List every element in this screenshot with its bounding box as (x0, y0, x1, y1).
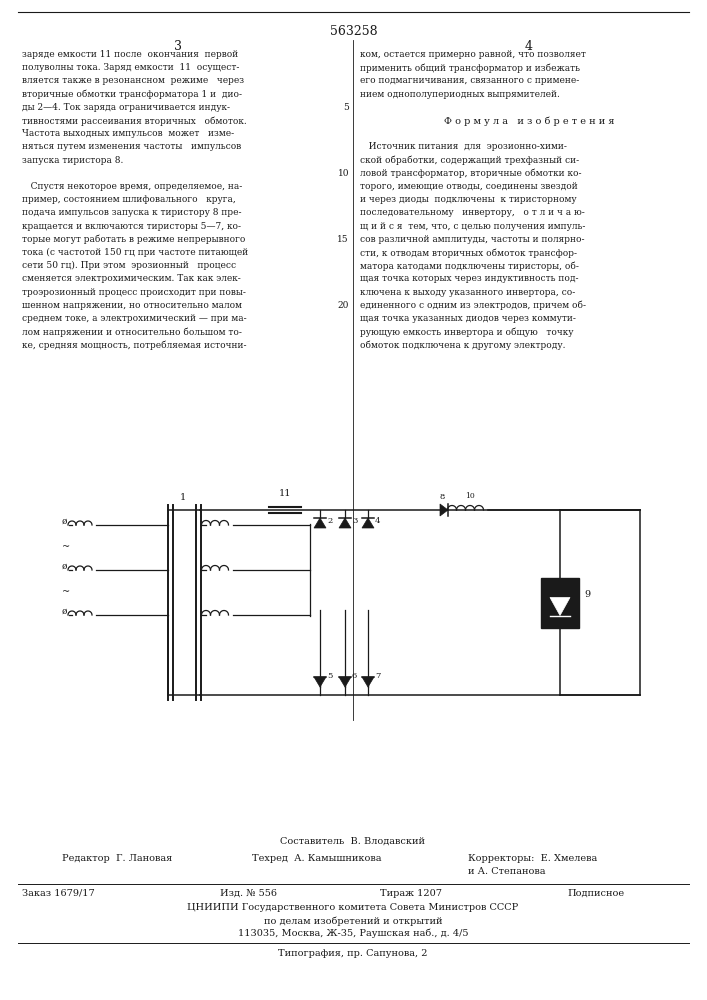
Text: Редактор  Г. Лановая: Редактор Г. Лановая (62, 854, 173, 863)
Text: ловой трансформатор, вторичные обмотки ко-: ловой трансформатор, вторичные обмотки к… (360, 169, 581, 178)
Text: ключена к выходу указанного инвертора, со-: ключена к выходу указанного инвертора, с… (360, 288, 575, 297)
Text: ской обработки, содержащий трехфазный си-: ской обработки, содержащий трехфазный си… (360, 156, 579, 165)
Text: Составитель  В. Влодавский: Составитель В. Влодавский (281, 837, 426, 846)
Text: Подписное: Подписное (567, 889, 624, 898)
Polygon shape (440, 504, 448, 516)
Text: Заказ 1679/17: Заказ 1679/17 (22, 889, 95, 898)
Text: 5: 5 (343, 103, 349, 112)
Text: 10: 10 (337, 169, 349, 178)
Text: 15: 15 (337, 235, 349, 244)
Text: полуволны тока. Заряд емкости  11  осущест-: полуволны тока. Заряд емкости 11 осущест… (22, 63, 240, 72)
Text: 2: 2 (327, 517, 332, 525)
Text: Тираж 1207: Тираж 1207 (380, 889, 442, 898)
Text: ø: ø (62, 606, 67, 615)
Text: 4: 4 (525, 40, 533, 53)
Text: Техред  А. Камышникова: Техред А. Камышникова (252, 854, 382, 863)
Text: 3: 3 (174, 40, 182, 53)
Text: сменяется электрохимическим. Так как элек-: сменяется электрохимическим. Так как эле… (22, 274, 241, 283)
Text: 4: 4 (375, 517, 380, 525)
Text: Корректоры:  Е. Хмелева: Корректоры: Е. Хмелева (468, 854, 597, 863)
Text: матора катодами подключены тиристоры, об-: матора катодами подключены тиристоры, об… (360, 261, 579, 271)
Bar (541, 578, 579, 628)
Text: 5: 5 (327, 672, 332, 680)
Text: кращается и включаются тиристоры 5—7, ко-: кращается и включаются тиристоры 5—7, ко… (22, 222, 241, 231)
Text: ды 2—4. Ток заряда ограничивается индук-: ды 2—4. Ток заряда ограничивается индук- (22, 103, 230, 112)
Text: его подмагничивания, связанного с примене-: его подмагничивания, связанного с примен… (360, 76, 579, 85)
Text: Типография, пр. Сапунова, 2: Типография, пр. Сапунова, 2 (279, 949, 428, 958)
Text: ø: ø (62, 516, 67, 526)
Text: сов различной амплитуды, частоты и полярно-: сов различной амплитуды, частоты и поляр… (360, 235, 585, 244)
Text: торого, имеющие отводы, соединены звездой: торого, имеющие отводы, соединены звездо… (360, 182, 578, 191)
Text: сети 50 гц). При этом  эрозионный   процесс: сети 50 гц). При этом эрозионный процесс (22, 261, 236, 270)
Text: вляется также в резонансном  режиме   через: вляется также в резонансном режиме через (22, 76, 244, 85)
Text: 8: 8 (439, 493, 445, 501)
Text: тока (с частотой 150 гц при частоте питающей: тока (с частотой 150 гц при частоте пита… (22, 248, 248, 257)
Text: сти, к отводам вторичных обмоток трансфор-: сти, к отводам вторичных обмоток трансфо… (360, 248, 577, 257)
Text: Спустя некоторое время, определяемое, на-: Спустя некоторое время, определяемое, на… (22, 182, 243, 191)
Text: вторичные обмотки трансформатора 1 и  дио-: вторичные обмотки трансформатора 1 и дио… (22, 90, 242, 99)
Text: запуска тиристора 8.: запуска тиристора 8. (22, 156, 124, 165)
Text: последовательному   инвертору,   о т л и ч а ю-: последовательному инвертору, о т л и ч а… (360, 208, 585, 217)
Text: 20: 20 (338, 301, 349, 310)
Text: шенном напряжении, но относительно малом: шенном напряжении, но относительно малом (22, 301, 242, 310)
Polygon shape (550, 597, 570, 615)
Text: ке, средняя мощность, потребляемая источни-: ке, средняя мощность, потребляемая источ… (22, 340, 247, 350)
Polygon shape (362, 518, 374, 528)
Text: щая точка указанных диодов через коммути-: щая точка указанных диодов через коммути… (360, 314, 576, 323)
Text: щая точка которых через индуктивность под-: щая точка которых через индуктивность по… (360, 274, 578, 283)
Text: тивностями рассеивания вторичных   обмоток.: тивностями рассеивания вторичных обмоток… (22, 116, 247, 125)
Text: применить общий трансформатор и избежать: применить общий трансформатор и избежать (360, 63, 580, 73)
Polygon shape (314, 518, 326, 528)
Text: няться путем изменения частоты   импульсов: няться путем изменения частоты импульсов (22, 142, 241, 151)
Polygon shape (362, 677, 374, 687)
Text: ком, остается примерно равной, что позволяет: ком, остается примерно равной, что позво… (360, 50, 586, 59)
Text: 6: 6 (352, 672, 357, 680)
Text: троэрозионный процесс происходит при повы-: троэрозионный процесс происходит при пов… (22, 288, 246, 297)
Text: торые могут работать в режиме непрерывного: торые могут работать в режиме непрерывно… (22, 235, 245, 244)
Text: среднем токе, а электрохимический — при ма-: среднем токе, а электрохимический — при … (22, 314, 247, 323)
Text: нием однополупериодных выпрямителей.: нием однополупериодных выпрямителей. (360, 90, 560, 99)
Polygon shape (339, 677, 351, 687)
Text: ~: ~ (62, 587, 70, 596)
Text: заряде емкости 11 после  окончания  первой: заряде емкости 11 после окончания первой (22, 50, 238, 59)
Text: Источник питания  для  эрозионно-хими-: Источник питания для эрозионно-хими- (360, 142, 567, 151)
Polygon shape (339, 518, 351, 528)
Text: и А. Степанова: и А. Степанова (468, 867, 546, 876)
Text: 9: 9 (584, 590, 590, 599)
Polygon shape (314, 677, 326, 687)
Text: щ и й с я  тем, что, с целью получения импуль-: щ и й с я тем, что, с целью получения им… (360, 222, 585, 231)
Text: рующую емкость инвертора и общую   точку: рующую емкость инвертора и общую точку (360, 327, 573, 337)
Text: пример, состоянием шлифовального   круга,: пример, состоянием шлифовального круга, (22, 195, 235, 204)
Text: 113035, Москва, Ж-35, Раушская наб., д. 4/5: 113035, Москва, Ж-35, Раушская наб., д. … (238, 929, 468, 938)
Text: ø: ø (62, 562, 67, 570)
Text: подача импульсов запуска к тиристору 8 пре-: подача импульсов запуска к тиристору 8 п… (22, 208, 242, 217)
Text: лом напряжении и относительно большом то-: лом напряжении и относительно большом то… (22, 327, 242, 337)
Text: ~: ~ (62, 542, 70, 552)
Text: единенного с одним из электродов, причем об-: единенного с одним из электродов, причем… (360, 301, 586, 310)
Text: 3: 3 (352, 517, 357, 525)
Text: и через диоды  подключены  к тиристорному: и через диоды подключены к тиристорному (360, 195, 577, 204)
Text: обмоток подключена к другому электроду.: обмоток подключена к другому электроду. (360, 340, 566, 350)
Text: 1: 1 (180, 493, 186, 502)
Text: Изд. № 556: Изд. № 556 (220, 889, 277, 898)
Text: Ф о р м у л а   и з о б р е т е н и я: Ф о р м у л а и з о б р е т е н и я (444, 116, 614, 125)
Text: 7: 7 (375, 672, 380, 680)
Text: 11: 11 (279, 489, 291, 498)
Text: 563258: 563258 (329, 25, 378, 38)
Text: 10: 10 (465, 492, 475, 500)
Text: Частота выходных импульсов  может   изме-: Частота выходных импульсов может изме- (22, 129, 234, 138)
Text: ЦНИИПИ Государственного комитета Совета Министров СССР: ЦНИИПИ Государственного комитета Совета … (187, 903, 519, 912)
Text: по делам изобретений и открытий: по делам изобретений и открытий (264, 916, 443, 926)
